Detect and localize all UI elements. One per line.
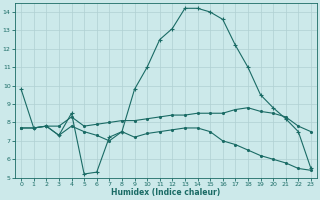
- X-axis label: Humidex (Indice chaleur): Humidex (Indice chaleur): [111, 188, 221, 197]
